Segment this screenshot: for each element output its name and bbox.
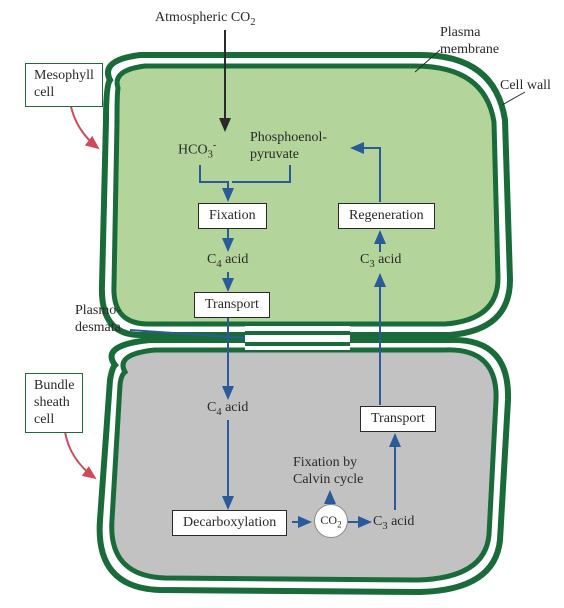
bundle-sheath-label: Bundle sheath cell xyxy=(25,373,83,433)
sheath-red-arrow xyxy=(65,432,95,478)
cell-wall-label: Cell wall xyxy=(500,78,551,95)
c3-acid-bottom-label: C3 acid xyxy=(373,514,414,533)
pep-label: Phosphoenol- pyruvate xyxy=(250,130,327,164)
decarboxylation-box: Decarboxylation xyxy=(172,510,287,536)
fixation-box: Fixation xyxy=(198,203,267,229)
co2-circle: CO2 xyxy=(314,504,348,538)
mesophyll-cell-label: Mesophyll cell xyxy=(25,63,103,107)
transport-bottom-box: Transport xyxy=(360,406,436,432)
c4-acid-top-label: C4 acid xyxy=(207,252,248,271)
plasmodesmata-label: Plasmo- desmata xyxy=(75,303,121,337)
regeneration-box: Regeneration xyxy=(338,203,435,229)
transport-top-box: Transport xyxy=(194,292,270,318)
hco3-label: HCO3- xyxy=(178,140,216,162)
mesophyll-red-arrow xyxy=(70,102,98,148)
atmospheric-co2-label: Atmospheric CO2 xyxy=(155,10,256,29)
c4-acid-bottom-label: C4 acid xyxy=(207,400,248,419)
plasma-membrane-label: Plasma membrane xyxy=(440,25,499,59)
c3-acid-top-label: C3 acid xyxy=(360,252,401,271)
mesophyll-cell-fill xyxy=(114,66,498,324)
plasmodesmata-channel xyxy=(245,326,350,350)
calvin-cycle-label: Fixation by Calvin cycle xyxy=(293,455,363,489)
